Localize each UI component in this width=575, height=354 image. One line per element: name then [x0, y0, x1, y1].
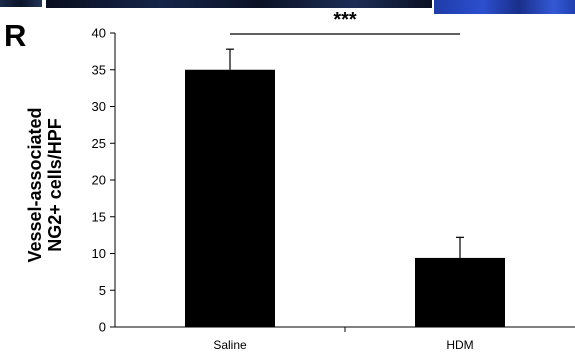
- panel-label: R: [4, 18, 27, 53]
- micrograph-middle: [46, 0, 432, 8]
- y-tick-label: 35: [92, 62, 106, 77]
- cropped-image-strip: [0, 0, 575, 14]
- micrograph-right: [434, 0, 575, 14]
- significance-label: ***: [333, 9, 357, 31]
- micrograph-left: [0, 0, 42, 7]
- y-tick-label: 10: [92, 246, 106, 261]
- y-tick-label: 0: [99, 320, 106, 335]
- bar-saline: [185, 69, 275, 327]
- y-tick-label: 25: [92, 136, 106, 151]
- category-label: HDM: [446, 338, 473, 352]
- category-label: Saline: [213, 338, 247, 352]
- y-tick-label: 5: [99, 283, 106, 298]
- y-tick-label: 20: [92, 173, 106, 188]
- y-tick-label: 40: [92, 26, 106, 41]
- y-tick-label: 15: [92, 209, 106, 224]
- y-tick-label: 30: [92, 99, 106, 114]
- bar-hdm: [415, 257, 505, 327]
